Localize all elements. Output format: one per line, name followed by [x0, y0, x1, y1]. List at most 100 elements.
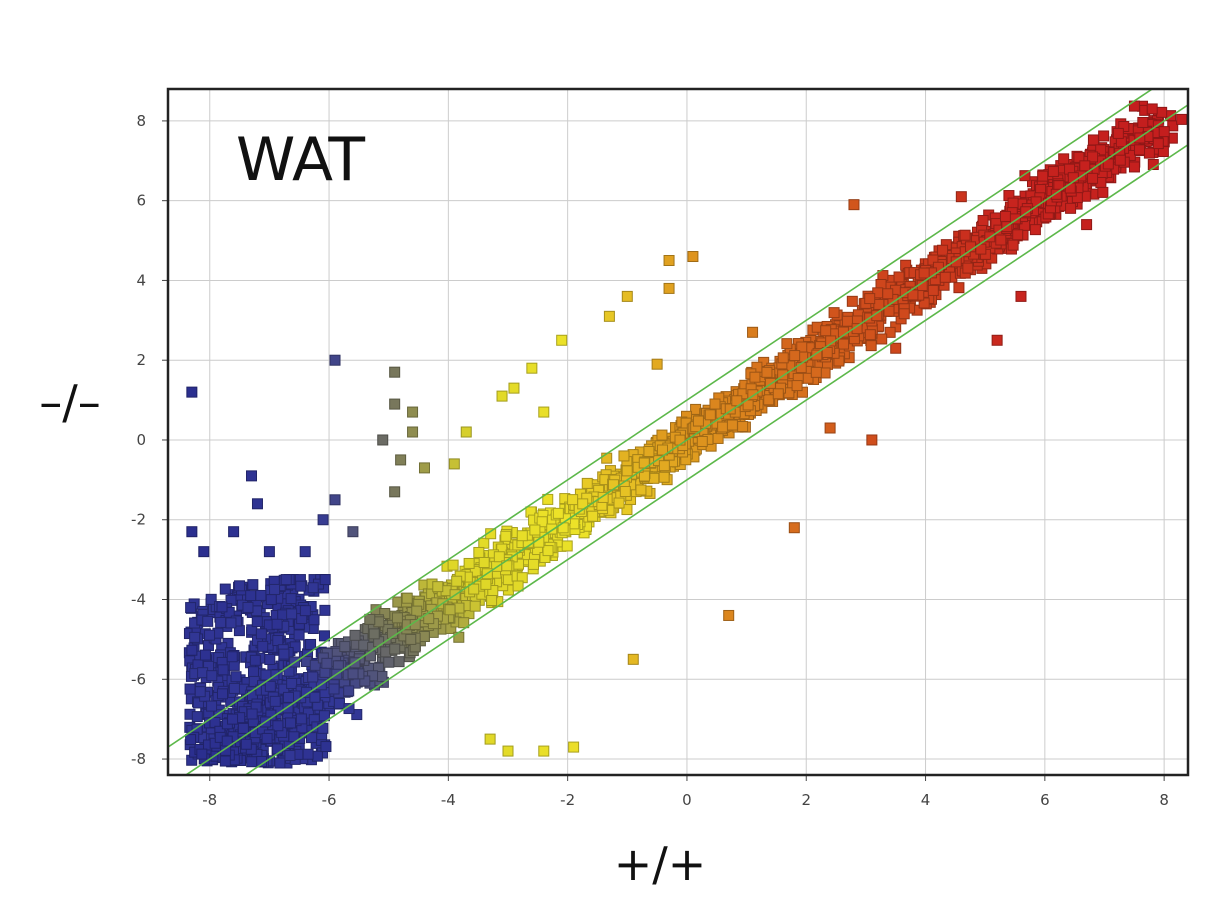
- data-point: [249, 654, 261, 666]
- data-point: [638, 470, 650, 482]
- data-point: [918, 267, 930, 279]
- data-point: [747, 389, 759, 401]
- data-point: [950, 256, 962, 268]
- data-point: [709, 398, 721, 410]
- data-point: [376, 671, 388, 683]
- data-point: [407, 406, 419, 418]
- data-point: [890, 342, 902, 354]
- data-point: [484, 733, 496, 745]
- y-axis-title: –/–: [39, 375, 101, 429]
- data-point: [478, 556, 490, 568]
- data-point: [556, 334, 568, 346]
- data-point: [621, 504, 633, 516]
- data-point: [317, 514, 329, 526]
- reference-line: [244, 144, 1188, 775]
- data-point: [995, 234, 1007, 246]
- data-point: [186, 526, 198, 538]
- data-point: [643, 446, 655, 458]
- data-point: [692, 415, 704, 427]
- data-point: [216, 601, 228, 613]
- data-point: [185, 602, 197, 614]
- data-point: [299, 605, 311, 617]
- data-point: [468, 583, 480, 595]
- data-point: [496, 390, 508, 402]
- data-point: [1156, 106, 1168, 118]
- data-point: [1098, 130, 1110, 142]
- data-point: [393, 656, 405, 668]
- data-point: [216, 688, 228, 700]
- data-point: [185, 734, 197, 746]
- data-point: [1007, 239, 1019, 251]
- data-point: [469, 565, 481, 577]
- data-point: [264, 653, 276, 665]
- x-tick-labels: -8 -6 -4 -2 0 2 4 6 8: [202, 791, 1169, 809]
- data-point: [198, 546, 210, 558]
- data-point: [1176, 113, 1188, 125]
- x-axis-title: +/+: [614, 837, 707, 891]
- data-point: [828, 307, 840, 319]
- panel-label: WAT: [236, 125, 365, 195]
- data-point: [876, 333, 888, 345]
- data-point: [747, 326, 759, 338]
- x-tick-label: 4: [921, 791, 931, 809]
- data-point: [349, 629, 361, 641]
- data-point: [959, 229, 971, 241]
- data-point: [295, 713, 307, 725]
- data-point: [469, 600, 481, 612]
- data-point: [552, 507, 564, 519]
- data-point: [305, 638, 317, 650]
- data-point: [538, 406, 550, 418]
- data-point: [307, 582, 319, 594]
- data-point: [656, 429, 668, 441]
- data-point: [1012, 229, 1024, 241]
- data-point: [1037, 170, 1049, 182]
- data-point: [206, 670, 218, 682]
- data-point: [272, 635, 284, 647]
- data-point: [723, 609, 735, 621]
- data-point: [486, 595, 498, 607]
- data-point: [651, 358, 663, 370]
- data-point: [401, 592, 413, 604]
- data-point: [228, 682, 240, 694]
- data-point: [1007, 197, 1019, 209]
- data-point: [444, 604, 456, 616]
- data-points: [183, 100, 1188, 769]
- data-point: [247, 579, 259, 591]
- y-tick-label: -6: [131, 670, 146, 688]
- data-point: [264, 680, 276, 692]
- data-point: [907, 289, 919, 301]
- data-point: [373, 616, 385, 628]
- data-point: [206, 700, 218, 712]
- data-point: [962, 262, 974, 274]
- data-point: [391, 612, 403, 624]
- data-point: [777, 352, 789, 364]
- data-point: [263, 546, 275, 558]
- x-tick-label: -8: [202, 791, 217, 809]
- data-point: [308, 614, 320, 626]
- data-point: [280, 574, 292, 586]
- x-tick-label: 6: [1040, 791, 1050, 809]
- data-point: [704, 409, 716, 421]
- data-point: [696, 435, 708, 447]
- data-point: [527, 558, 539, 570]
- data-point: [656, 444, 668, 456]
- data-point: [293, 629, 305, 641]
- data-point: [255, 589, 267, 601]
- data-point: [772, 388, 784, 400]
- data-point: [1073, 151, 1085, 163]
- data-point: [568, 741, 580, 753]
- data-point: [737, 421, 749, 433]
- data-point: [613, 497, 625, 509]
- data-point: [1058, 153, 1070, 165]
- data-point: [810, 366, 822, 378]
- data-point: [473, 546, 485, 558]
- data-point: [309, 659, 321, 671]
- reference-line: [168, 89, 1154, 748]
- data-point: [272, 743, 284, 755]
- data-point: [1020, 206, 1032, 218]
- data-point: [526, 362, 538, 374]
- data-point: [319, 666, 331, 678]
- data-point: [603, 310, 615, 322]
- data-point: [841, 315, 853, 327]
- data-point: [820, 325, 832, 337]
